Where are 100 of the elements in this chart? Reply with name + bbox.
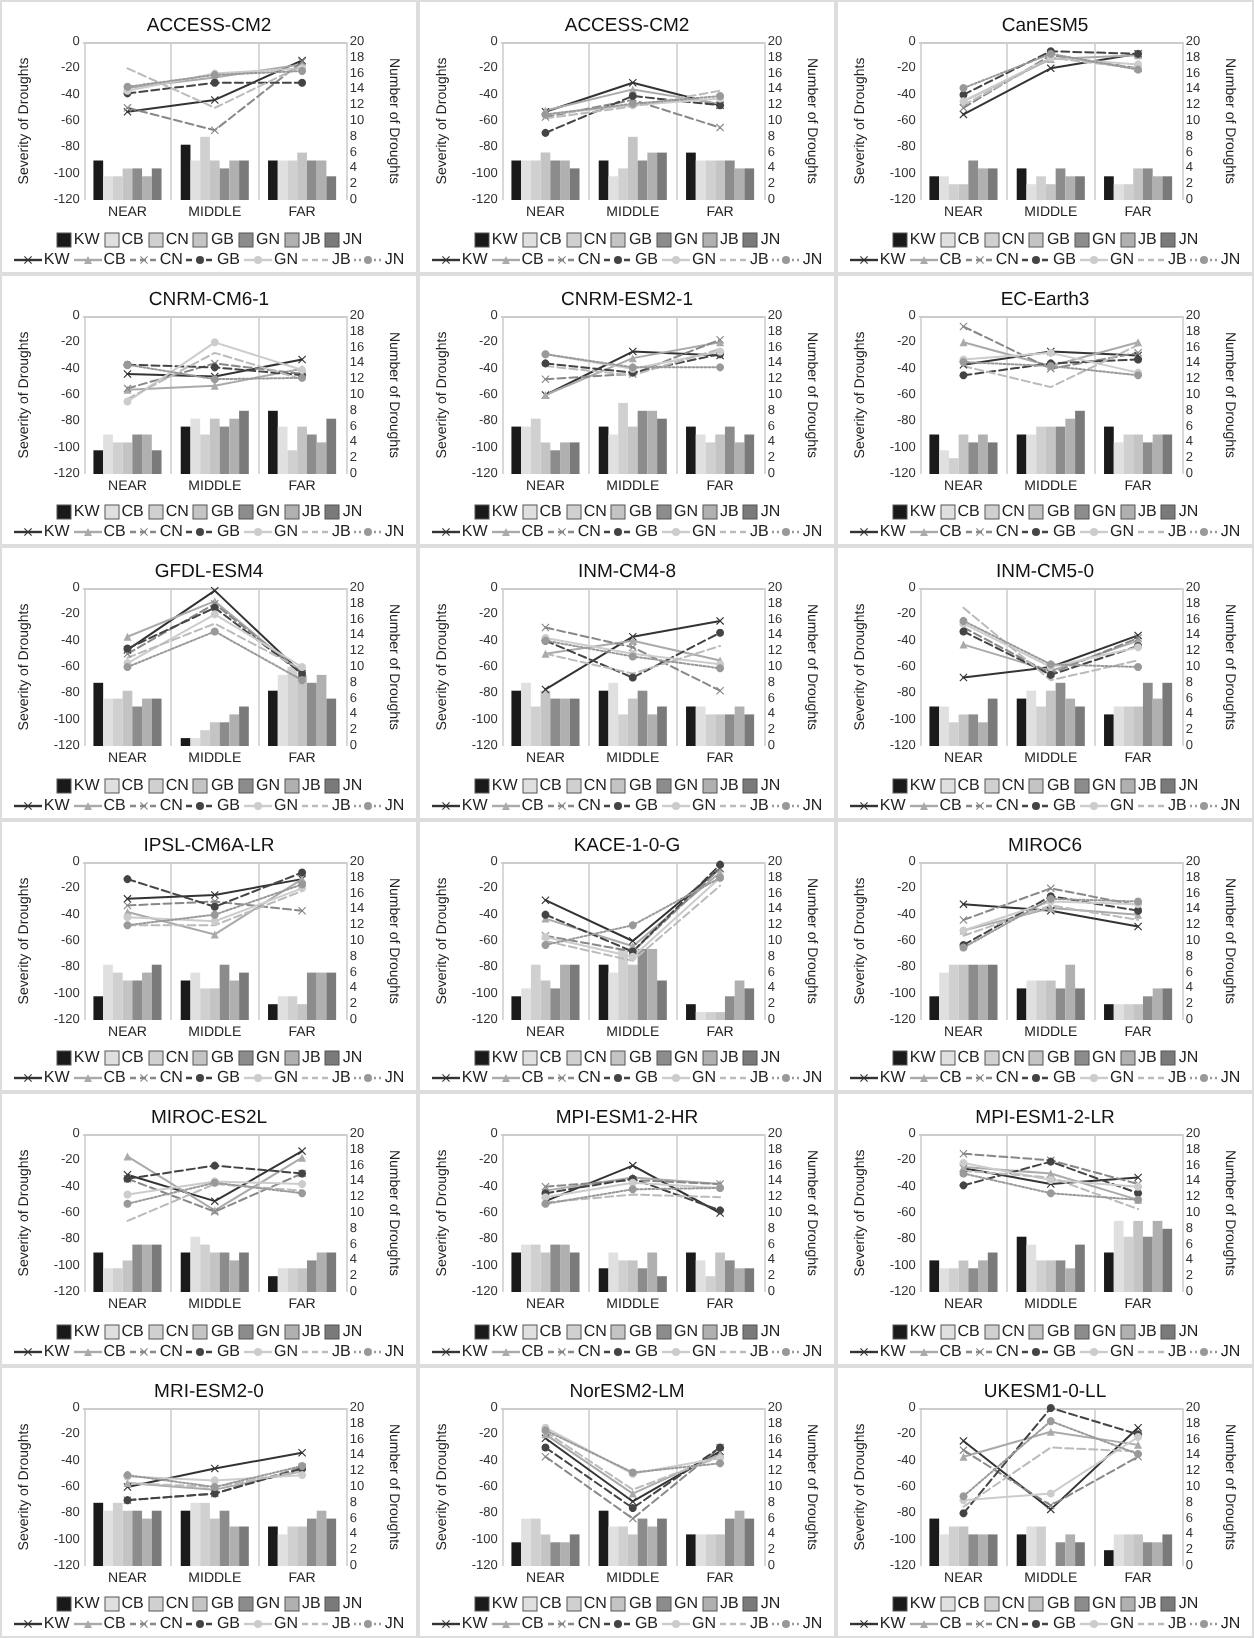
legend-label: CB bbox=[121, 775, 144, 795]
legend-label: GB bbox=[210, 229, 234, 249]
legend-label: GB bbox=[634, 1614, 658, 1634]
legend-label: GB bbox=[1052, 1341, 1076, 1361]
legend-label: KW bbox=[43, 1614, 70, 1634]
legend-label: CB bbox=[121, 1594, 144, 1614]
legend-label: JB bbox=[302, 1048, 321, 1068]
legend-label: GN bbox=[256, 1321, 280, 1341]
legend-label: GN bbox=[1110, 1341, 1134, 1361]
legend-label: JN bbox=[342, 775, 363, 795]
legend-label: GB bbox=[628, 502, 652, 522]
legend-label: GN bbox=[274, 1614, 298, 1634]
legend-label: JN bbox=[802, 1341, 823, 1361]
legend-label: KW bbox=[879, 249, 906, 269]
legend-label: GN bbox=[1110, 249, 1134, 269]
legend-label: GN bbox=[674, 1321, 698, 1341]
legend-label: CB bbox=[939, 1614, 962, 1634]
chart-title: MPI-ESM1-2-HR bbox=[555, 1107, 699, 1129]
chart-title: MPI-ESM1-2-LR bbox=[975, 1107, 1115, 1129]
legend-label: GN bbox=[674, 1594, 698, 1614]
legend-label: JN bbox=[1220, 1068, 1241, 1088]
legend-label: GB bbox=[628, 1048, 652, 1068]
legend-label: CB bbox=[957, 1048, 980, 1068]
legend-label: KW bbox=[879, 1341, 906, 1361]
legend-label: JN bbox=[1220, 522, 1241, 542]
legend-label: KW bbox=[73, 775, 100, 795]
legend-label: JB bbox=[1138, 502, 1157, 522]
legend-label: JB bbox=[1138, 229, 1157, 249]
legend-label: GB bbox=[216, 1068, 240, 1088]
legend-label: CB bbox=[939, 249, 962, 269]
legend-label: KW bbox=[491, 775, 518, 795]
legend-label: JB bbox=[1168, 249, 1187, 269]
legend-label: JB bbox=[332, 795, 351, 815]
legend-label: CN bbox=[583, 1594, 607, 1614]
legend-label: GB bbox=[628, 775, 652, 795]
legend-label: CB bbox=[521, 795, 544, 815]
legend-label: CN bbox=[583, 229, 607, 249]
legend-label: CB bbox=[539, 775, 562, 795]
legend-label: CN bbox=[995, 1341, 1019, 1361]
chart-title: MIROC6 bbox=[1008, 834, 1082, 856]
legend-label: GB bbox=[216, 795, 240, 815]
legend-label: JB bbox=[332, 1068, 351, 1088]
legend-label: JN bbox=[384, 249, 405, 269]
legend-label: CN bbox=[165, 229, 189, 249]
legend-label: CN bbox=[165, 775, 189, 795]
legend-label: CB bbox=[121, 229, 144, 249]
legend-label: CN bbox=[577, 1614, 601, 1634]
legend-label: CB bbox=[521, 522, 544, 542]
legend-label: GB bbox=[1052, 249, 1076, 269]
legend-label: GN bbox=[692, 1068, 716, 1088]
legend-label: GN bbox=[674, 775, 698, 795]
legend-label: CB bbox=[539, 1321, 562, 1341]
legend-label: GN bbox=[1092, 1048, 1116, 1068]
legend-label: CB bbox=[103, 249, 126, 269]
legend-label: CN bbox=[159, 795, 183, 815]
legend-label: GN bbox=[1110, 522, 1134, 542]
legend-label: JN bbox=[802, 1614, 823, 1634]
legend-label: JB bbox=[720, 775, 739, 795]
legend-label: GN bbox=[1092, 229, 1116, 249]
legend-label: JB bbox=[332, 1341, 351, 1361]
legend-label: JN bbox=[760, 1048, 781, 1068]
legend-label: JN bbox=[384, 1068, 405, 1088]
legend-label: CB bbox=[939, 1068, 962, 1088]
legend-label: CN bbox=[159, 522, 183, 542]
legend-label: CN bbox=[165, 1321, 189, 1341]
chart-title: IPSL-CM6A-LR bbox=[143, 834, 275, 856]
legend-label: JB bbox=[302, 502, 321, 522]
legend-label: GB bbox=[216, 249, 240, 269]
legend-label: KW bbox=[73, 1048, 100, 1068]
legend-label: JB bbox=[1138, 1594, 1157, 1614]
legend-label: KW bbox=[909, 1048, 936, 1068]
legend-label: CN bbox=[577, 1341, 601, 1361]
legend-label: JB bbox=[1168, 1614, 1187, 1634]
legend-label: GB bbox=[1052, 522, 1076, 542]
legend-label: CN bbox=[583, 1048, 607, 1068]
legend-label: KW bbox=[909, 502, 936, 522]
legend-label: JN bbox=[760, 229, 781, 249]
legend-label: GB bbox=[1046, 229, 1070, 249]
legend-label: JB bbox=[302, 775, 321, 795]
legend-label: JN bbox=[1220, 1341, 1241, 1361]
legend-label: GN bbox=[274, 522, 298, 542]
legend-label: GN bbox=[1110, 795, 1134, 815]
legend-label: CN bbox=[165, 1594, 189, 1614]
legend-label: GB bbox=[210, 1048, 234, 1068]
legend-label: KW bbox=[461, 522, 488, 542]
legend-label: CN bbox=[159, 1341, 183, 1361]
chart-title: NorESM2-LM bbox=[569, 1380, 685, 1402]
legend-label: KW bbox=[909, 1321, 936, 1341]
legend-label: GN bbox=[692, 522, 716, 542]
legend-label: GB bbox=[634, 795, 658, 815]
legend-label: KW bbox=[491, 229, 518, 249]
legend-label: GB bbox=[216, 1614, 240, 1634]
legend-label: CB bbox=[521, 1341, 544, 1361]
legend-label: KW bbox=[491, 1048, 518, 1068]
legend-label: KW bbox=[879, 795, 906, 815]
legend-label: CN bbox=[159, 1068, 183, 1088]
legend-label: CN bbox=[577, 1068, 601, 1088]
legend-label: JN bbox=[1178, 502, 1199, 522]
legend-label: CB bbox=[939, 795, 962, 815]
legend-label: CN bbox=[1001, 229, 1025, 249]
